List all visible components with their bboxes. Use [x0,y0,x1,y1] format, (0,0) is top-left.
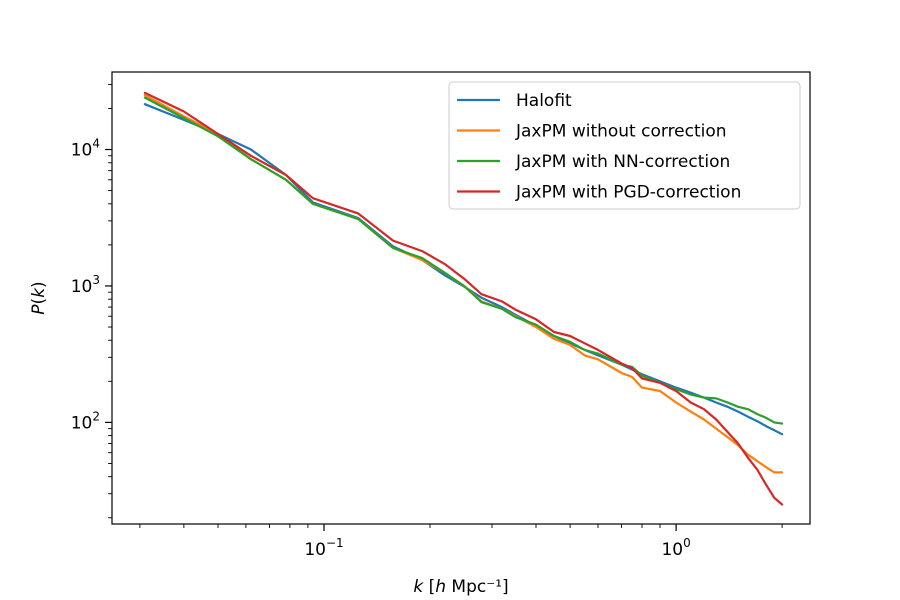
y-tick-label-1: 102 [71,409,100,433]
x-axis-label: k [h Mpc⁻¹] [413,577,508,597]
ticks-layer: 10−1 100 102 103 104 [71,83,783,560]
legend-label-3: JaxPM with NN-correction [515,152,730,172]
y-axis-label: P(k) [29,281,49,314]
legend-label-2: JaxPM without correction [515,122,727,142]
legend-box [448,81,801,210]
x-tick-label-1: 10−1 [304,536,343,560]
legend-label-1: Halofit [516,91,572,111]
series-layer [143,91,784,506]
x-tick-label-2: 100 [661,536,690,560]
series-line-4 [143,91,784,506]
y-tick-label-3: 104 [71,137,100,161]
y-tick-label-2: 103 [71,273,100,297]
legend-label-4: JaxPM with PGD-correction [515,183,741,203]
axes-frame [111,71,811,525]
series-line-3 [143,96,784,425]
legend: Halofit JaxPM without correction JaxPM wit… [448,81,801,210]
